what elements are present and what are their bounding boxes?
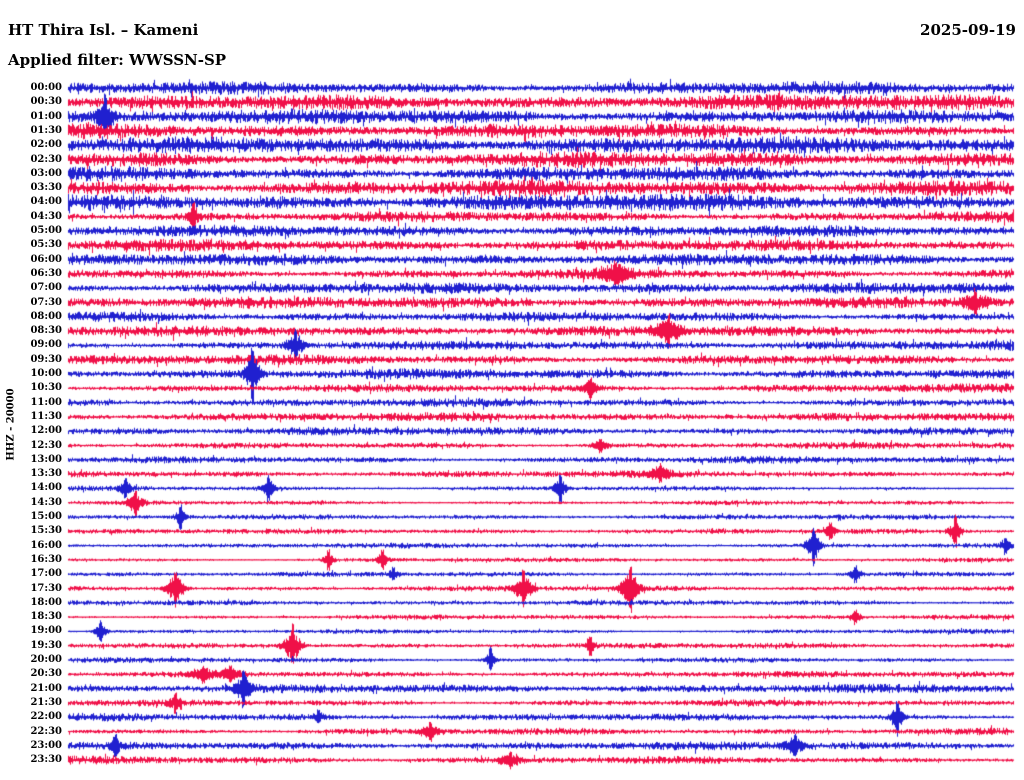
- row-time-label: 13:00: [30, 453, 62, 465]
- row-time-label: 02:30: [30, 153, 62, 165]
- row-time-label: 00:00: [30, 82, 62, 93]
- row-time-label: 16:00: [30, 539, 62, 551]
- row-time-label: 07:00: [30, 282, 62, 294]
- row-time-label: 08:00: [30, 310, 62, 322]
- row-time-label: 04:30: [30, 210, 62, 222]
- row-time-label: 17:00: [30, 568, 62, 580]
- row-time-label: 01:00: [30, 110, 62, 122]
- row-time-label: 06:30: [30, 267, 62, 279]
- row-time-label: 16:30: [30, 553, 62, 565]
- row-time-label: 20:30: [30, 668, 62, 680]
- row-time-label: 10:00: [30, 368, 62, 379]
- row-time-label: 21:00: [30, 682, 62, 694]
- row-time-label: 14:30: [30, 496, 62, 508]
- row-time-label: 22:30: [30, 725, 62, 737]
- row-time-label: 14:00: [30, 482, 62, 494]
- row-time-label: 12:30: [30, 439, 62, 451]
- row-time-label: 23:30: [30, 754, 62, 766]
- row-time-label: 11:00: [30, 396, 62, 408]
- row-time-label: 23:00: [30, 739, 62, 751]
- row-time-label: 18:30: [30, 611, 62, 623]
- row-time-label: 21:30: [30, 696, 62, 708]
- row-time-label: 01:30: [30, 124, 62, 136]
- row-time-label: 10:30: [30, 382, 62, 394]
- row-time-label: 00:30: [30, 96, 62, 108]
- row-time-label: 03:30: [30, 182, 62, 194]
- row-time-label: 09:30: [30, 353, 62, 365]
- row-time-label: 07:30: [30, 296, 62, 308]
- row-time-label: 20:00: [30, 654, 62, 665]
- row-time-label: 06:00: [30, 253, 62, 265]
- row-time-label: 08:30: [30, 325, 62, 337]
- row-time-label: 05:30: [30, 239, 62, 251]
- row-time-label: 11:30: [30, 410, 62, 422]
- row-time-label: 04:00: [30, 196, 62, 208]
- row-time-label: 15:30: [30, 525, 62, 537]
- row-time-label: 03:00: [30, 167, 62, 179]
- row-time-label: 05:00: [30, 225, 62, 236]
- row-time-label: 09:00: [30, 339, 62, 351]
- row-time-label: 17:30: [30, 582, 62, 594]
- row-time-label: 22:00: [30, 711, 62, 723]
- row-time-label: 19:00: [30, 625, 62, 637]
- row-time-label: 12:00: [30, 425, 62, 437]
- row-time-label: 15:00: [30, 511, 62, 522]
- row-time-label: 19:30: [30, 639, 62, 651]
- row-time-label: 02:00: [30, 139, 62, 151]
- row-time-label: 18:00: [30, 596, 62, 608]
- row-time-label: 13:30: [30, 468, 62, 480]
